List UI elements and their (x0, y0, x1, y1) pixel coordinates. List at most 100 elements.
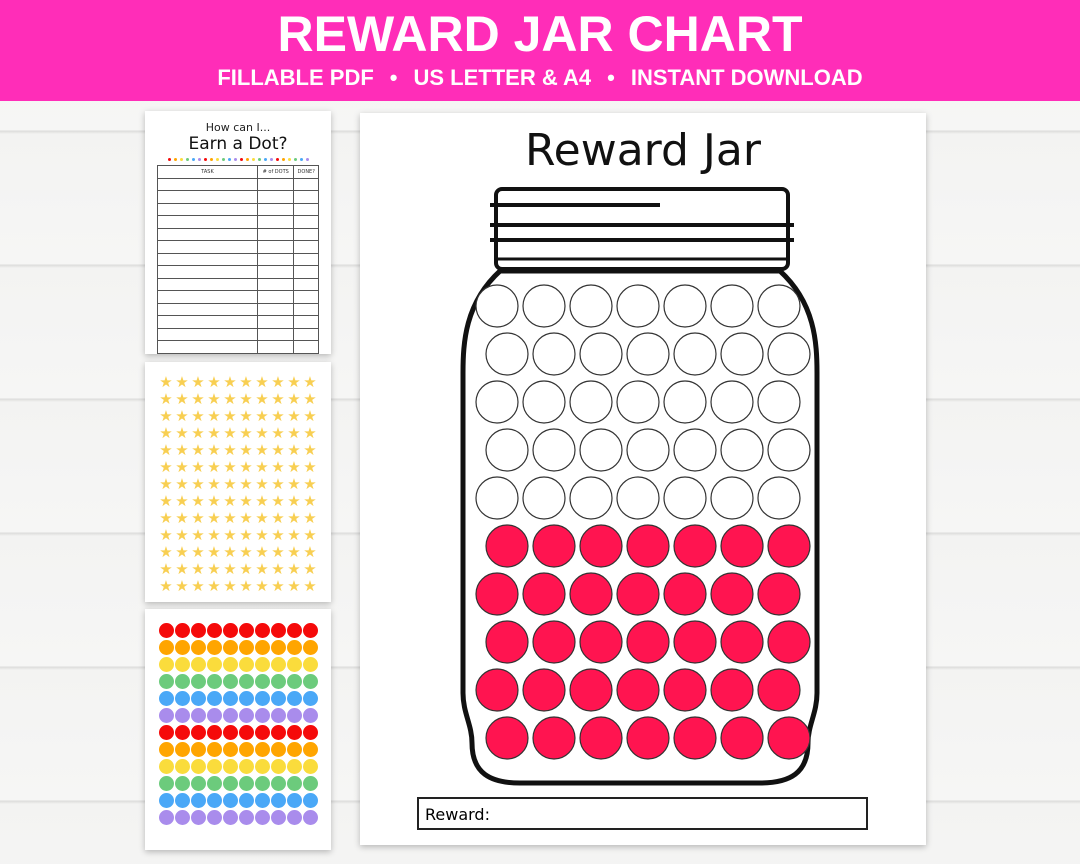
star-sticker: ★ (303, 543, 317, 561)
empty-dot[interactable] (710, 380, 754, 424)
reward-field[interactable]: Reward: (417, 797, 868, 830)
empty-dot[interactable] (579, 332, 623, 376)
filled-dot[interactable] (579, 716, 623, 760)
star-sticker: ★ (175, 577, 189, 595)
filled-dot[interactable] (710, 572, 754, 616)
empty-dot[interactable] (485, 428, 529, 472)
filled-dot[interactable] (626, 524, 670, 568)
empty-dot[interactable] (569, 380, 613, 424)
empty-dot[interactable] (569, 284, 613, 328)
rainbow-dot (167, 158, 171, 161)
star-sticker: ★ (207, 390, 221, 408)
empty-dot[interactable] (475, 380, 519, 424)
filled-dot[interactable] (673, 524, 717, 568)
empty-dot[interactable] (522, 380, 566, 424)
filled-dot[interactable] (767, 716, 811, 760)
filled-dot[interactable] (475, 572, 519, 616)
star-sticker: ★ (223, 390, 237, 408)
star-sticker: ★ (223, 407, 237, 425)
filled-dot[interactable] (626, 620, 670, 664)
filled-dot[interactable] (663, 668, 707, 712)
star-sticker: ★ (191, 492, 205, 510)
filled-dot[interactable] (522, 668, 566, 712)
filled-dot[interactable] (767, 620, 811, 664)
star-sticker: ★ (223, 560, 237, 578)
filled-dot[interactable] (757, 572, 801, 616)
filled-dot[interactable] (673, 716, 717, 760)
filled-dot[interactable] (720, 524, 764, 568)
filled-dot[interactable] (710, 668, 754, 712)
empty-dot[interactable] (710, 284, 754, 328)
filled-dot[interactable] (532, 716, 576, 760)
empty-dot[interactable] (616, 284, 660, 328)
star-sticker: ★ (287, 577, 301, 595)
star-sticker: ★ (159, 577, 173, 595)
filled-dot[interactable] (475, 668, 519, 712)
star-sticker: ★ (191, 458, 205, 476)
filled-dot[interactable] (485, 716, 529, 760)
filled-dot[interactable] (485, 620, 529, 664)
empty-dot[interactable] (663, 380, 707, 424)
star-sticker: ★ (191, 543, 205, 561)
star-sticker: ★ (239, 560, 253, 578)
empty-dot[interactable] (616, 476, 660, 520)
empty-dot[interactable] (757, 476, 801, 520)
filled-dot[interactable] (569, 572, 613, 616)
filled-dot[interactable] (485, 524, 529, 568)
empty-dot[interactable] (673, 428, 717, 472)
empty-dot[interactable] (475, 284, 519, 328)
empty-dot[interactable] (522, 476, 566, 520)
color-dot (286, 725, 302, 740)
filled-dot[interactable] (673, 620, 717, 664)
dot-page-preview (145, 609, 331, 850)
star-sticker: ★ (255, 560, 269, 578)
filled-dot[interactable] (720, 620, 764, 664)
filled-dot[interactable] (569, 668, 613, 712)
filled-dot[interactable] (663, 572, 707, 616)
star-sticker: ★ (303, 526, 317, 544)
color-dot (174, 776, 190, 791)
empty-dot[interactable] (757, 380, 801, 424)
filled-dot[interactable] (522, 572, 566, 616)
filled-dot[interactable] (626, 716, 670, 760)
empty-dot[interactable] (710, 476, 754, 520)
empty-dot[interactable] (626, 332, 670, 376)
filled-dot[interactable] (579, 620, 623, 664)
empty-dot[interactable] (532, 428, 576, 472)
color-dot (302, 742, 318, 757)
empty-dot[interactable] (663, 284, 707, 328)
color-dot (302, 759, 318, 774)
empty-dot[interactable] (720, 332, 764, 376)
star-sticker: ★ (239, 475, 253, 493)
empty-dot[interactable] (767, 428, 811, 472)
color-dot (270, 708, 286, 723)
star-sticker: ★ (175, 424, 189, 442)
filled-dot[interactable] (720, 716, 764, 760)
empty-dot[interactable] (475, 476, 519, 520)
empty-dot[interactable] (522, 284, 566, 328)
filled-dot[interactable] (616, 668, 660, 712)
filled-dot[interactable] (532, 620, 576, 664)
color-dot (174, 708, 190, 723)
filled-dot[interactable] (579, 524, 623, 568)
empty-dot[interactable] (720, 428, 764, 472)
filled-dot[interactable] (616, 572, 660, 616)
empty-dot[interactable] (673, 332, 717, 376)
filled-dot[interactable] (757, 668, 801, 712)
empty-dot[interactable] (626, 428, 670, 472)
empty-dot[interactable] (663, 476, 707, 520)
empty-dot[interactable] (767, 332, 811, 376)
star-sticker: ★ (271, 407, 285, 425)
empty-dot[interactable] (532, 332, 576, 376)
empty-dot[interactable] (485, 332, 529, 376)
filled-dot[interactable] (767, 524, 811, 568)
empty-dot[interactable] (616, 380, 660, 424)
empty-dot[interactable] (757, 284, 801, 328)
color-dot (302, 708, 318, 723)
empty-dot[interactable] (569, 476, 613, 520)
color-dot (302, 674, 318, 689)
empty-dot[interactable] (579, 428, 623, 472)
filled-dot[interactable] (532, 524, 576, 568)
star-sticker: ★ (255, 424, 269, 442)
star-sticker: ★ (255, 543, 269, 561)
